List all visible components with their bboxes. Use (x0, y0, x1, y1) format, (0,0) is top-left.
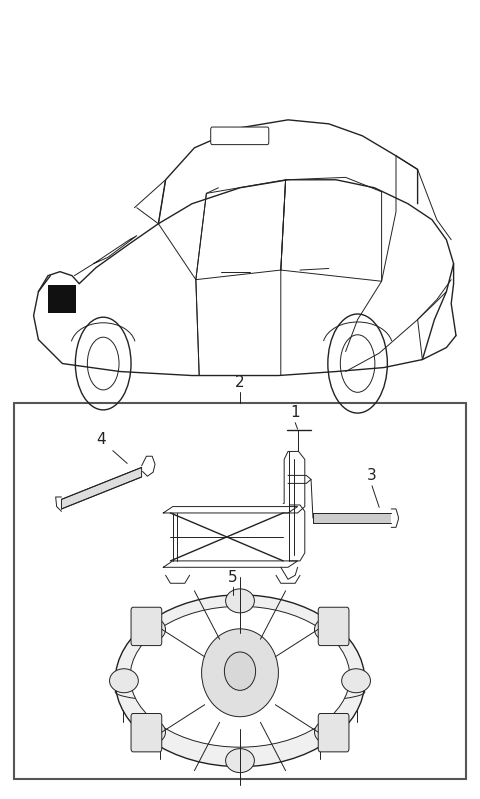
Ellipse shape (137, 720, 166, 744)
Ellipse shape (130, 606, 350, 747)
Ellipse shape (314, 720, 343, 744)
Ellipse shape (226, 589, 254, 613)
Text: 2: 2 (235, 375, 245, 390)
Text: 4: 4 (96, 432, 106, 447)
Polygon shape (61, 467, 142, 509)
Ellipse shape (109, 669, 138, 693)
FancyBboxPatch shape (211, 127, 269, 145)
FancyBboxPatch shape (318, 714, 349, 752)
Ellipse shape (137, 618, 166, 642)
FancyBboxPatch shape (48, 285, 76, 313)
FancyBboxPatch shape (14, 403, 466, 779)
Ellipse shape (115, 594, 365, 767)
Text: 3: 3 (367, 468, 377, 483)
Ellipse shape (226, 749, 254, 773)
Ellipse shape (202, 629, 278, 717)
Ellipse shape (342, 669, 371, 693)
Polygon shape (313, 513, 391, 523)
Ellipse shape (314, 618, 343, 642)
FancyBboxPatch shape (131, 714, 162, 752)
FancyBboxPatch shape (318, 607, 349, 646)
Text: 5: 5 (228, 570, 238, 585)
FancyBboxPatch shape (131, 607, 162, 646)
Text: 1: 1 (290, 405, 300, 420)
Ellipse shape (225, 652, 255, 690)
